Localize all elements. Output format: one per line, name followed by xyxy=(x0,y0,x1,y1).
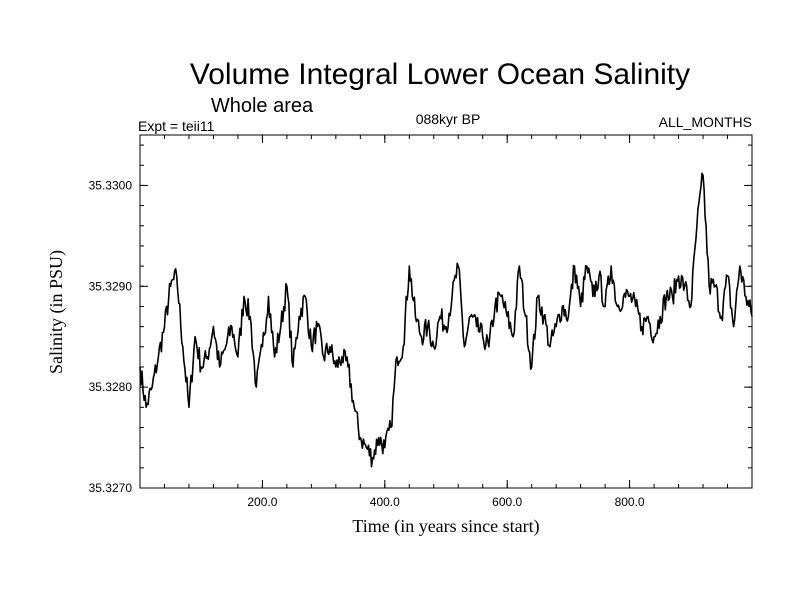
y-axis-label: Salinity (in PSU) xyxy=(46,250,67,374)
y-tick-label: 35.3300 xyxy=(89,178,133,192)
y-axis-ticks: 35.3270 35.3280 35.3290 35.3300 xyxy=(89,178,752,495)
x-axis-ticks: 200.0 400.0 600.0 800.0 xyxy=(247,135,645,509)
x-tick-label: 200.0 xyxy=(247,495,277,509)
x-tick-label: 400.0 xyxy=(370,495,400,509)
months-label: ALL_MONTHS xyxy=(659,114,752,130)
series-layer xyxy=(139,172,753,468)
period-label: 088kyr BP xyxy=(416,111,481,127)
series-line xyxy=(139,172,753,468)
x-tick-label: 600.0 xyxy=(492,495,522,509)
chart-title: Volume Integral Lower Ocean Salinity xyxy=(190,58,690,91)
plot-frame xyxy=(139,134,753,489)
y-tick-label: 35.3290 xyxy=(89,279,133,293)
y-tick-label: 35.3270 xyxy=(89,481,133,495)
x-axis-label: Time (in years since start) xyxy=(352,516,539,537)
minor-ticks xyxy=(140,135,752,488)
experiment-label: Expt = teii11 xyxy=(138,118,215,134)
chart-subtitle: Whole area xyxy=(211,95,314,117)
y-tick-label: 35.3280 xyxy=(89,380,133,394)
x-tick-label: 800.0 xyxy=(615,495,645,509)
